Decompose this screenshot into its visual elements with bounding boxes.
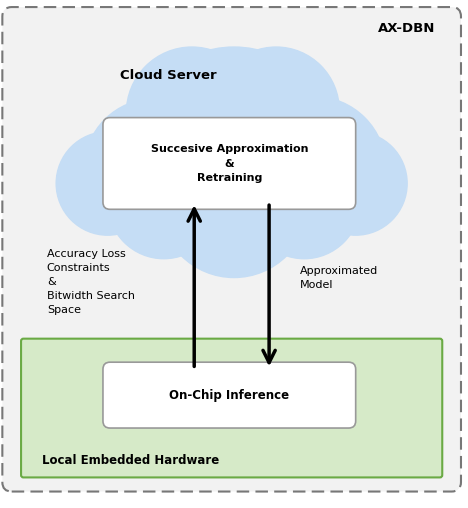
FancyBboxPatch shape bbox=[103, 117, 356, 209]
Circle shape bbox=[248, 146, 360, 259]
Circle shape bbox=[213, 47, 339, 174]
Text: On-Chip Inference: On-Chip Inference bbox=[169, 389, 289, 402]
Circle shape bbox=[241, 97, 386, 242]
Text: Approximated
Model: Approximated Model bbox=[300, 266, 378, 290]
FancyBboxPatch shape bbox=[2, 7, 461, 492]
Circle shape bbox=[131, 47, 337, 254]
Text: Accuracy Loss
Constraints
&
Bitwidth Search
Space: Accuracy Loss Constraints & Bitwidth Sea… bbox=[47, 249, 135, 315]
Circle shape bbox=[84, 99, 225, 240]
Text: AX-DBN: AX-DBN bbox=[378, 22, 435, 35]
FancyBboxPatch shape bbox=[103, 362, 356, 428]
Circle shape bbox=[304, 132, 407, 235]
Text: Cloud Server: Cloud Server bbox=[120, 69, 217, 82]
Circle shape bbox=[108, 146, 220, 259]
Circle shape bbox=[56, 132, 159, 235]
Circle shape bbox=[126, 47, 257, 179]
Text: Local Embedded Hardware: Local Embedded Hardware bbox=[42, 455, 219, 467]
Text: Succesive Approximation
&
Retraining: Succesive Approximation & Retraining bbox=[151, 144, 308, 183]
FancyBboxPatch shape bbox=[21, 339, 442, 478]
Circle shape bbox=[159, 127, 309, 277]
